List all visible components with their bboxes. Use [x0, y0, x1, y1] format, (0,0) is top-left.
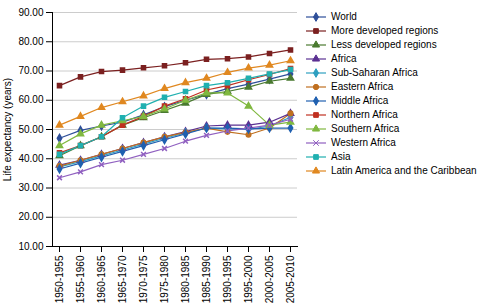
svg-text:1975-1980: 1975-1980	[159, 255, 170, 303]
html-text:Asia: Asia	[331, 151, 351, 162]
html-text:Latin America and the Caribbea: Latin America and the Caribbean	[331, 165, 477, 176]
svg-text:50.00: 50.00	[18, 124, 43, 135]
html-text:Africa: Africa	[331, 53, 357, 64]
svg-text:60.00: 60.00	[18, 94, 43, 105]
svg-text:2005-2010: 2005-2010	[285, 255, 296, 303]
html-text:World: World	[331, 11, 357, 22]
html-text:Middle Africa: Middle Africa	[331, 95, 389, 106]
svg-text:90.00: 90.00	[18, 7, 43, 18]
svg-text:70.00: 70.00	[18, 65, 43, 76]
svg-text:20.00: 20.00	[18, 211, 43, 222]
svg-text:1980-1985: 1980-1985	[180, 255, 191, 303]
svg-text:1995-2000: 1995-2000	[243, 255, 254, 303]
html-text:Eastern Africa: Eastern Africa	[331, 81, 394, 92]
svg-text:1970-1975: 1970-1975	[138, 255, 149, 303]
svg-text:30.00: 30.00	[18, 182, 43, 193]
svg-text:1965-1970: 1965-1970	[117, 255, 128, 303]
html-text:Sub-Saharan Africa: Sub-Saharan Africa	[331, 67, 418, 78]
svg-text:80.00: 80.00	[18, 36, 43, 47]
svg-text:1990-1995: 1990-1995	[222, 255, 233, 303]
svg-text:1950-1955: 1950-1955	[54, 255, 65, 303]
html-text:Less developed regions: Less developed regions	[331, 39, 437, 50]
svg-text:10.00: 10.00	[18, 241, 43, 252]
svg-text:1985-1990: 1985-1990	[201, 255, 212, 303]
svg-text:1955-1960: 1955-1960	[75, 255, 86, 303]
svg-text:1960-1965: 1960-1965	[96, 255, 107, 303]
html-text:Western Africa: Western Africa	[331, 137, 396, 148]
html-text:Northern Africa: Northern Africa	[331, 109, 398, 120]
svg-text:2000-2005: 2000-2005	[264, 255, 275, 303]
svg-text:Life expectancy (years): Life expectancy (years)	[2, 78, 13, 181]
html-text:More developed regions: More developed regions	[331, 25, 439, 36]
html-text:Southern Africa: Southern Africa	[331, 123, 400, 134]
svg-text:40.00: 40.00	[18, 153, 43, 164]
